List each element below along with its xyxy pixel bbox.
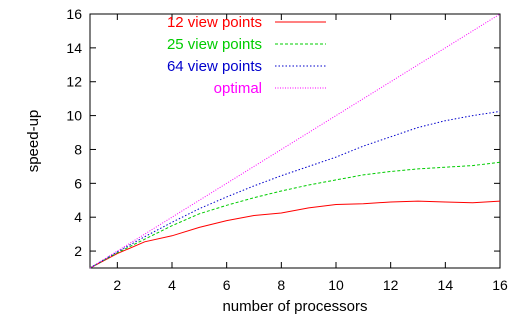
series-line-optimal bbox=[89, 13, 501, 269]
x-tick-label: 8 bbox=[277, 277, 285, 293]
y-tick-label: 8 bbox=[74, 141, 82, 157]
x-tick-label: 4 bbox=[168, 277, 176, 293]
series-line-12-view-points bbox=[89, 200, 501, 269]
y-tick-label: 16 bbox=[66, 6, 82, 22]
legend-label-64-view-points: 64 view points bbox=[167, 58, 262, 75]
legend-label-12-view-points: 12 view points bbox=[167, 14, 262, 31]
x-tick-label: 16 bbox=[492, 277, 508, 293]
y-tick-label: 12 bbox=[66, 74, 82, 90]
x-tick-label: 12 bbox=[383, 277, 399, 293]
y-axis-label: speed-up bbox=[25, 110, 42, 173]
y-tick-label: 2 bbox=[74, 243, 82, 259]
legend-label-25-view-points: 25 view points bbox=[167, 36, 262, 53]
legend-label-optimal: optimal bbox=[214, 80, 262, 97]
series-line-25-view-points bbox=[89, 161, 501, 269]
x-tick-label: 14 bbox=[438, 277, 454, 293]
series-line-64-view-points bbox=[89, 110, 501, 269]
plot-frame bbox=[89, 13, 501, 269]
x-tick-label: 10 bbox=[328, 277, 344, 293]
y-tick-label: 14 bbox=[66, 40, 82, 56]
y-tick-label: 4 bbox=[74, 209, 82, 225]
x-axis-label: number of processors bbox=[222, 298, 367, 315]
ticks-group: 2 4 6 8 10 12 14 16 2 4 6 8 10 12 14 16 bbox=[66, 6, 508, 293]
x-tick-label: 6 bbox=[223, 277, 231, 293]
x-tick-label: 2 bbox=[113, 277, 121, 293]
y-tick-label: 10 bbox=[66, 108, 82, 124]
series-lines-group bbox=[89, 13, 501, 269]
y-tick-label: 6 bbox=[74, 175, 82, 191]
plot-frame-group bbox=[89, 13, 501, 269]
legend: 12 view points 25 view points 64 view poin… bbox=[167, 14, 326, 97]
